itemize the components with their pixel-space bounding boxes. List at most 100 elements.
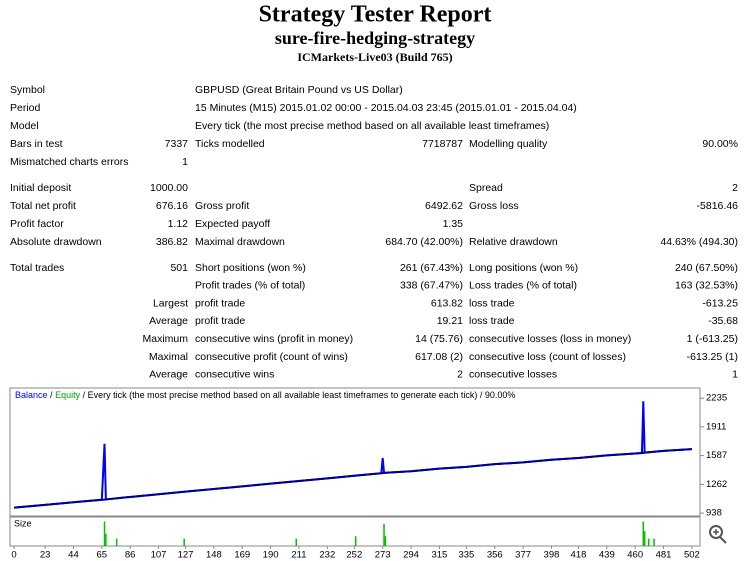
chart-caption: Balance / Equity / Every tick (the most … [15, 390, 515, 400]
x-tick-label: 273 [375, 550, 391, 561]
cell-label: consecutive wins [195, 369, 274, 381]
x-tick-label: 398 [544, 550, 560, 561]
zoom-icon[interactable] [709, 525, 727, 544]
y-tick-label: 1587 [706, 450, 727, 461]
cell-value: 14 (75.76) [415, 333, 463, 345]
cell-value: 19.21 [437, 315, 463, 327]
cell-label: Maximal drawdown [195, 236, 285, 248]
cell-label: consecutive wins (profit in money) [195, 333, 353, 345]
cell-label: Model [10, 120, 39, 132]
y-tick-label: 938 [706, 508, 722, 519]
x-tick-label: 190 [263, 550, 279, 561]
caption-part: Every tick (the most precise method base… [88, 390, 516, 400]
x-tick-label: 294 [403, 550, 419, 561]
cell-value: 338 (67.47%) [400, 280, 463, 292]
cell-label: Modelling quality [469, 138, 548, 150]
cell-label: Ticks modelled [195, 138, 265, 150]
cell-label: Expected payoff [195, 218, 270, 230]
y-tick-label: 1262 [706, 479, 727, 490]
cell-value: Maximal [149, 351, 188, 363]
cell-value: Average [149, 315, 188, 327]
chart-frame [9, 387, 701, 517]
cell-label: profit trade [195, 297, 245, 309]
cell-label: Mismatched charts errors [10, 156, 128, 168]
cell-label: Bars in test [10, 138, 63, 150]
x-tick-label: 148 [206, 550, 222, 561]
report-title: Strategy Tester Report [259, 2, 492, 28]
cell-label: Initial deposit [10, 182, 71, 194]
x-tick-label: 127 [178, 550, 194, 561]
cell-label: profit trade [195, 315, 245, 327]
cell-label: Short positions (won %) [195, 262, 306, 274]
caption-part: Equity [55, 390, 81, 400]
cell-value: 613.82 [431, 297, 463, 309]
cell-value: 1.35 [443, 218, 464, 230]
cell-value: 163 (32.53%) [675, 280, 738, 292]
x-tick-label: 44 [68, 550, 79, 561]
x-tick-label: 418 [571, 550, 587, 561]
cell-label: Gross profit [195, 200, 249, 212]
cell-value: Maximum [142, 333, 188, 345]
cell-value: 1.12 [168, 218, 189, 230]
cell-label: loss trade [469, 315, 515, 327]
cell-value: -613.25 (1) [687, 351, 738, 363]
cell-label: Period [10, 102, 41, 114]
cell-label: loss trade [469, 297, 515, 309]
x-tick-label: 252 [346, 550, 362, 561]
cell-value: 7337 [165, 138, 189, 150]
x-tick-label: 439 [599, 550, 615, 561]
cell-value: 6492.62 [425, 200, 463, 212]
cell-value: -35.68 [708, 315, 738, 327]
cell-label: Total trades [10, 262, 64, 274]
cell-label: Gross loss [469, 200, 519, 212]
cell-value: 1 [182, 156, 188, 168]
cell-value: -613.25 [702, 297, 738, 309]
cell-value: 684.70 (42.00%) [385, 236, 463, 248]
cell-label: Relative drawdown [469, 236, 558, 248]
cell-label: consecutive profit (count of wins) [195, 351, 348, 363]
cell-label: Spread [469, 182, 503, 194]
x-tick-label: 23 [40, 550, 51, 561]
cell-label: consecutive losses (loss in money) [469, 333, 631, 345]
x-tick-label: 502 [684, 550, 700, 561]
cell-value: 261 (67.43%) [400, 262, 463, 274]
cell-value: 240 (67.50%) [675, 262, 738, 274]
cell-value: 676.16 [156, 200, 188, 212]
x-tick-label: 315 [431, 550, 447, 561]
series-line [13, 448, 692, 509]
cell-label: Long positions (won %) [469, 262, 578, 274]
x-tick-label: 356 [487, 550, 503, 561]
cell-value: 2 [457, 369, 463, 381]
cell-value: 1000.00 [150, 182, 188, 194]
cell-label: Profit trades (% of total) [195, 280, 305, 292]
cell-label: consecutive loss (count of losses) [469, 351, 626, 363]
cell-value: 2 [732, 182, 738, 194]
x-tick-label: 107 [151, 550, 167, 561]
caption-part: / [50, 390, 53, 400]
caption-part: Balance [15, 390, 48, 400]
cell-value: -5816.46 [697, 200, 739, 212]
cell-value: 386.82 [156, 236, 188, 248]
cell-value: 44.63% (494.30) [660, 236, 738, 248]
cell-label: GBPUSD (Great Britain Pound vs US Dollar… [195, 84, 403, 96]
x-tick-label: 232 [319, 550, 335, 561]
y-tick-label: 1911 [706, 421, 726, 432]
x-tick-label: 211 [291, 550, 306, 561]
cell-label: Absolute drawdown [10, 236, 102, 248]
server-name: ICMarkets-Live03 (Build 765) [297, 50, 452, 64]
cell-label: Profit factor [10, 218, 64, 230]
size-label: Size [14, 518, 32, 528]
cell-value: 1 [732, 369, 738, 381]
x-tick-label: 481 [656, 550, 672, 561]
caption-part: / [83, 390, 86, 400]
cell-value: 90.00% [702, 138, 738, 150]
cell-value: 1 (-613.25) [687, 333, 738, 345]
x-tick-label: 377 [515, 550, 531, 561]
cell-value: 617.08 (2) [415, 351, 463, 363]
cell-label: 15 Minutes (M15) 2015.01.02 00:00 - 2015… [195, 102, 577, 114]
x-tick-label: 169 [234, 550, 250, 561]
x-tick-label: 0 [11, 550, 16, 561]
x-tick-label: 65 [97, 550, 108, 561]
cell-value: Largest [153, 297, 188, 309]
